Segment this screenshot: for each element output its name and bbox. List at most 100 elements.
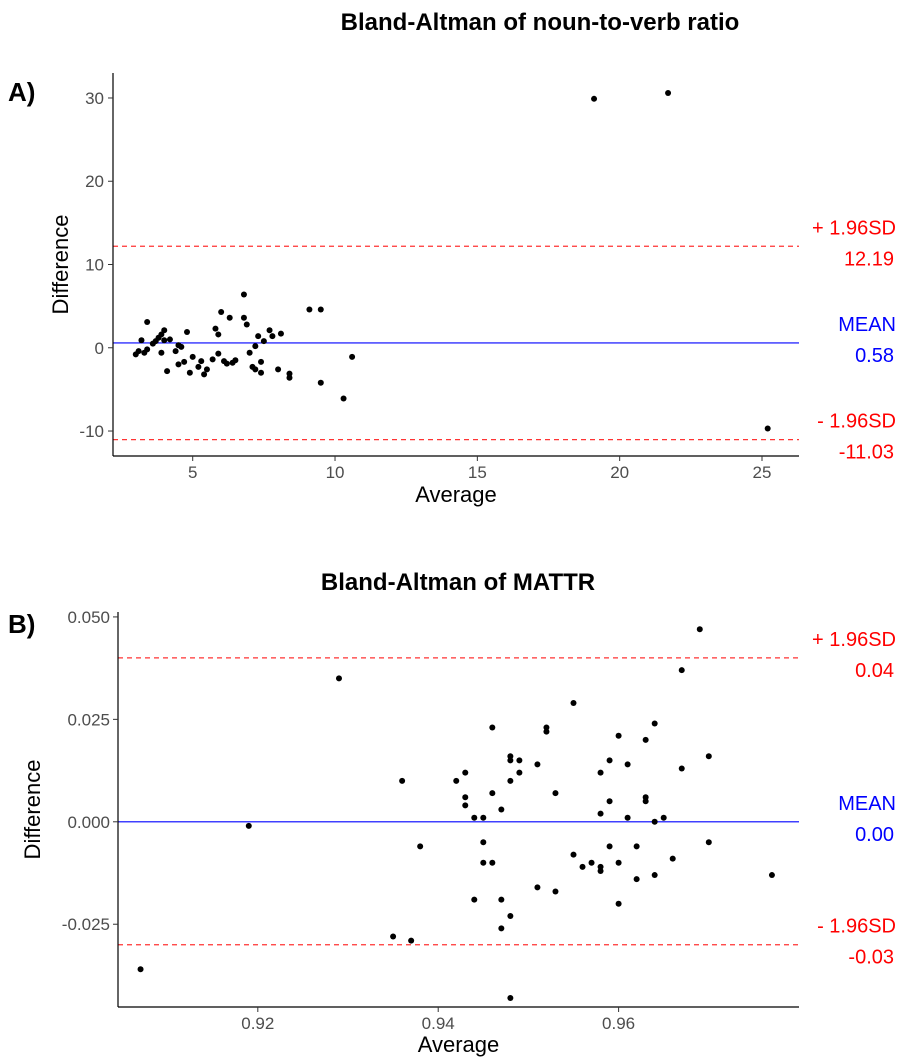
data-point [178, 343, 185, 350]
data-point [138, 337, 145, 344]
y-tick-label: 30 [85, 89, 104, 108]
chart-title: Bland-Altman of noun-to-verb ratio [341, 9, 740, 36]
data-point [498, 925, 505, 932]
x-tick-label: 0.96 [602, 1014, 635, 1033]
reference-label-upper: + 1.96SD [812, 629, 896, 651]
data-point [135, 348, 142, 355]
data-point [164, 368, 171, 375]
y-tick-label: 0.000 [67, 813, 110, 832]
data-point [258, 358, 265, 365]
data-point [764, 425, 771, 432]
reference-value-upper: 0.04 [855, 660, 894, 682]
data-point [624, 814, 631, 821]
data-point [534, 761, 541, 768]
data-point [144, 318, 151, 325]
data-point [306, 306, 313, 313]
panel-label: B) [8, 609, 35, 639]
data-point [158, 349, 165, 356]
x-tick-label: 0.94 [422, 1014, 455, 1033]
reference-label-lower: - 1.96SD [817, 916, 896, 938]
data-point [252, 343, 259, 350]
data-point [534, 884, 541, 891]
data-point [624, 761, 631, 768]
data-point [606, 843, 613, 850]
data-point [516, 757, 523, 764]
y-tick-label: 20 [85, 172, 104, 191]
data-point [212, 325, 219, 332]
data-point [215, 331, 222, 338]
y-axis-title: Difference [20, 760, 45, 860]
data-point [277, 330, 284, 337]
data-point [570, 851, 577, 858]
data-point [335, 675, 342, 682]
reference-value-upper: 12.19 [844, 248, 894, 270]
data-point [175, 361, 182, 368]
data-point [480, 839, 487, 846]
y-tick-label: 10 [85, 256, 104, 275]
data-point [286, 374, 293, 381]
data-point [651, 818, 658, 825]
reference-label-mean: MEAN [838, 793, 896, 815]
data-points [137, 626, 775, 1001]
data-point [696, 626, 703, 633]
data-point [471, 896, 478, 903]
y-tick-label: -0.025 [62, 915, 110, 934]
data-point [260, 338, 267, 345]
data-point [665, 89, 672, 96]
data-point [317, 379, 324, 386]
data-point [660, 814, 667, 821]
data-point [480, 814, 487, 821]
data-point [408, 937, 415, 944]
data-point [498, 896, 505, 903]
data-point [606, 757, 613, 764]
data-point [606, 798, 613, 805]
data-point [223, 360, 230, 367]
data-point [137, 966, 144, 973]
data-point [255, 333, 262, 340]
data-point [232, 357, 239, 364]
data-point [498, 806, 505, 813]
data-point [678, 667, 685, 674]
data-point [507, 913, 514, 920]
y-tick-label: 0.050 [67, 608, 110, 627]
x-tick-label: 0.92 [241, 1014, 274, 1033]
data-point [570, 699, 577, 706]
x-axis-title: Average [415, 482, 497, 507]
data-point [195, 363, 202, 370]
data-point [705, 753, 712, 760]
x-axis-title: Average [418, 1032, 500, 1057]
reference-label-mean: MEAN [838, 314, 896, 336]
data-point [240, 314, 247, 321]
data-point [516, 769, 523, 776]
data-point [651, 872, 658, 879]
data-point [462, 769, 469, 776]
x-tick-label: 20 [610, 463, 629, 482]
data-point [226, 314, 233, 321]
data-point [678, 765, 685, 772]
data-point [245, 822, 252, 829]
data-point [166, 336, 173, 343]
data-point [184, 328, 191, 335]
chart-title: Bland-Altman of MATTR [321, 569, 595, 596]
data-point [615, 732, 622, 739]
x-tick-label: 10 [326, 463, 345, 482]
data-point [489, 859, 496, 866]
reference-label-lower: - 1.96SD [817, 411, 896, 433]
data-point [258, 369, 265, 376]
data-point [462, 794, 469, 801]
data-point [507, 994, 514, 1001]
y-tick-label: -10 [79, 422, 104, 441]
x-tick-label: 25 [753, 463, 772, 482]
chart-panel-b: Bland-Altman of MATTR B) + 1.96SD 0.04 MEAN 0… [8, 569, 896, 1057]
reference-label-upper: + 1.96SD [812, 217, 896, 239]
reference-value-lower: -0.03 [848, 947, 894, 969]
data-point [172, 348, 179, 355]
data-point [161, 327, 168, 334]
reference-value-mean: 0.58 [855, 345, 894, 367]
data-point [552, 790, 559, 797]
data-point [390, 933, 397, 940]
data-point [317, 306, 324, 313]
data-point [266, 327, 273, 334]
data-point [615, 900, 622, 907]
